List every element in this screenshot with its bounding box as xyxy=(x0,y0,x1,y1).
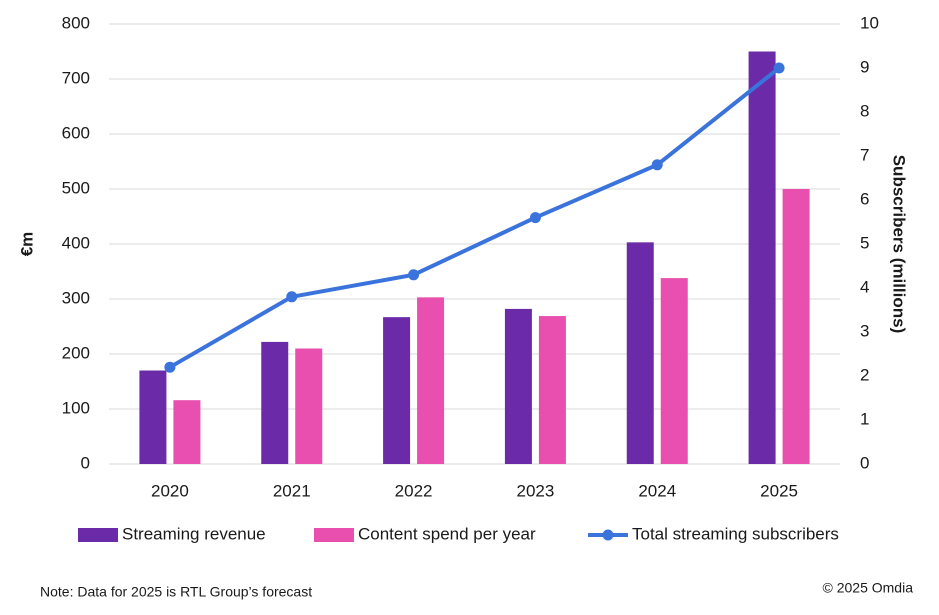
bar xyxy=(782,189,810,464)
legend-swatch xyxy=(602,529,614,541)
bar xyxy=(626,242,654,464)
y2-tick-label: 2 xyxy=(860,365,869,384)
bar xyxy=(295,348,323,464)
y2-tick-label: 4 xyxy=(860,277,869,296)
source: © 2025 Omdia xyxy=(823,580,914,596)
y2-tick-label: 0 xyxy=(860,453,869,472)
y-tick-label: 200 xyxy=(62,343,90,362)
y-tick-label: 800 xyxy=(62,13,90,32)
legend-label: Content spend per year xyxy=(358,524,536,543)
y2-tick-label: 9 xyxy=(860,57,869,76)
y2-axis-title: Subscribers (millions) xyxy=(890,155,909,334)
x-tick-label: 2021 xyxy=(273,481,311,500)
line-marker xyxy=(773,62,785,74)
line-marker xyxy=(408,269,420,281)
bar xyxy=(504,308,532,464)
line-marker xyxy=(529,212,541,224)
line-marker xyxy=(164,361,176,373)
legend-swatch xyxy=(78,528,118,542)
y2-tick-label: 6 xyxy=(860,189,869,208)
legend-label: Streaming revenue xyxy=(122,524,266,543)
y2-tick-label: 5 xyxy=(860,233,869,252)
y2-tick-label: 1 xyxy=(860,409,869,428)
y2-tick-label: 3 xyxy=(860,321,869,340)
y2-tick-label: 7 xyxy=(860,145,869,164)
y-tick-label: 300 xyxy=(62,288,90,307)
y-tick-label: 400 xyxy=(62,233,90,252)
x-tick-label: 2022 xyxy=(395,481,433,500)
y-tick-label: 600 xyxy=(62,123,90,142)
x-tick-label: 2024 xyxy=(638,481,676,500)
bar xyxy=(261,341,289,464)
legend-swatch xyxy=(314,528,354,542)
x-tick-label: 2020 xyxy=(151,481,189,500)
y-axis-title: €m xyxy=(17,232,36,257)
legend-label: Total streaming subscribers xyxy=(632,524,839,543)
y-tick-label: 700 xyxy=(62,68,90,87)
bar xyxy=(173,400,201,464)
y2-tick-label: 10 xyxy=(860,13,879,32)
bar xyxy=(748,51,776,464)
y-tick-label: 100 xyxy=(62,398,90,417)
line-marker xyxy=(286,291,298,303)
bar xyxy=(383,317,411,464)
y-tick-label: 500 xyxy=(62,178,90,197)
x-tick-label: 2023 xyxy=(517,481,555,500)
bar xyxy=(538,316,566,464)
bar xyxy=(417,297,445,464)
x-tick-label: 2025 xyxy=(760,481,798,500)
line xyxy=(168,66,781,369)
note: Note: Data for 2025 is RTL Group’s forec… xyxy=(40,584,312,600)
bar xyxy=(139,370,167,464)
y-tick-label: 0 xyxy=(81,453,90,472)
line-marker xyxy=(651,159,663,171)
bar xyxy=(660,278,688,464)
y2-tick-label: 8 xyxy=(860,101,869,120)
